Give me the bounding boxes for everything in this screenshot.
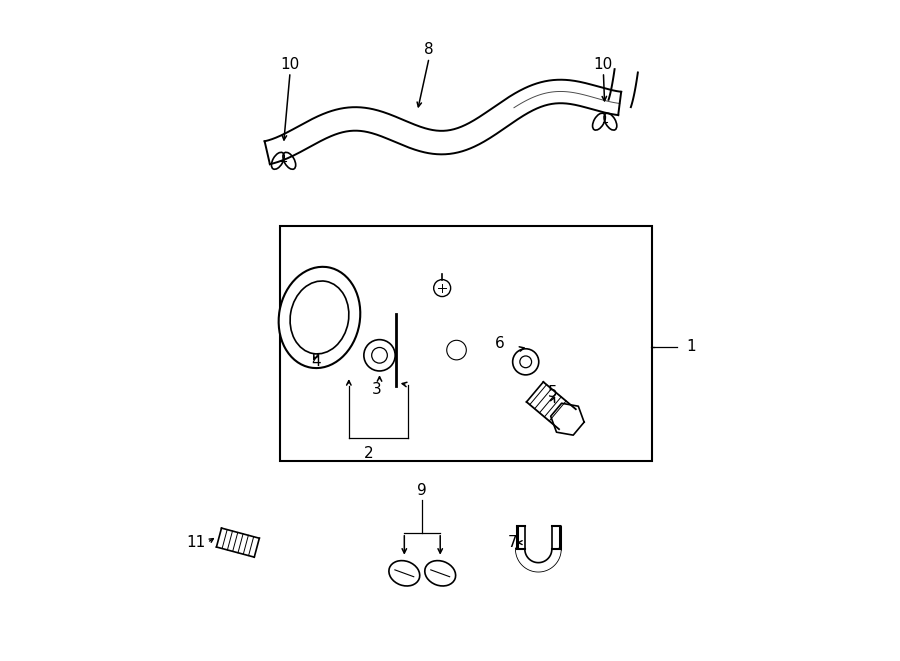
Polygon shape bbox=[551, 403, 584, 435]
Bar bbox=[280, 226, 652, 461]
Text: 2: 2 bbox=[364, 446, 374, 461]
Circle shape bbox=[520, 356, 532, 368]
Polygon shape bbox=[216, 528, 259, 557]
Text: 9: 9 bbox=[417, 483, 427, 498]
Text: 1: 1 bbox=[687, 339, 696, 354]
Text: 5: 5 bbox=[548, 385, 558, 400]
Text: 10: 10 bbox=[281, 57, 300, 71]
Circle shape bbox=[446, 340, 466, 360]
Polygon shape bbox=[608, 69, 638, 107]
Polygon shape bbox=[517, 549, 560, 571]
Circle shape bbox=[513, 349, 539, 375]
Ellipse shape bbox=[425, 561, 455, 586]
Circle shape bbox=[434, 280, 451, 297]
Circle shape bbox=[372, 348, 387, 363]
Ellipse shape bbox=[290, 281, 349, 354]
Text: 11: 11 bbox=[185, 535, 205, 550]
Text: 4: 4 bbox=[311, 354, 321, 369]
Circle shape bbox=[364, 340, 395, 371]
Ellipse shape bbox=[389, 561, 419, 586]
Text: 10: 10 bbox=[594, 57, 613, 71]
Text: 6: 6 bbox=[495, 336, 505, 351]
Polygon shape bbox=[265, 80, 621, 164]
Text: 3: 3 bbox=[372, 382, 382, 397]
Text: 8: 8 bbox=[424, 42, 434, 58]
Ellipse shape bbox=[279, 267, 360, 368]
Text: 7: 7 bbox=[508, 535, 518, 550]
